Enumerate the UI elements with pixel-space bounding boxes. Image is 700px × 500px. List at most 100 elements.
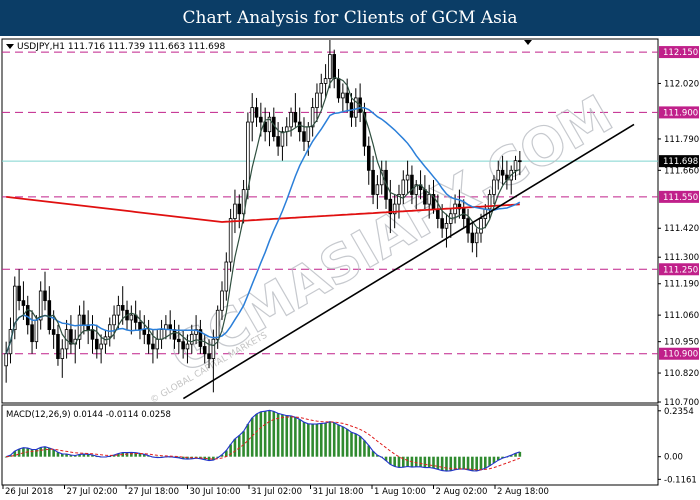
candle-body — [315, 92, 319, 108]
candle — [341, 83, 345, 113]
candle — [444, 213, 449, 248]
macd-histogram-bar — [263, 411, 267, 457]
level-price-tag — [659, 347, 699, 360]
macd-histogram-bar — [112, 455, 116, 457]
candle-body — [345, 92, 349, 104]
candle-body — [69, 329, 73, 345]
macd-histogram-bar — [509, 455, 513, 457]
candle-body — [13, 285, 17, 331]
candle-body — [34, 319, 39, 343]
macd-histogram-bar — [371, 451, 375, 457]
candle-body — [30, 324, 34, 343]
macd-line — [6, 409, 520, 472]
candle — [310, 97, 315, 137]
symbol-header: USDJPY,H1 111.716 111.739 111.663 111.69… — [17, 42, 226, 52]
macd-histogram-bar — [56, 452, 60, 457]
candle — [496, 160, 501, 190]
chart-title-banner: Chart Analysis for Clients of GCM Asia — [0, 0, 700, 36]
macd-histogram-bar — [458, 456, 461, 470]
candle-body — [246, 121, 250, 191]
trend-line[interactable] — [182, 123, 635, 400]
macd-histogram-bar — [134, 452, 137, 457]
candle-body — [181, 341, 185, 350]
macd-histogram-bar — [324, 423, 327, 457]
candle-body — [366, 145, 371, 171]
level-price-label: 112.150 — [663, 48, 698, 58]
macd-histogram-bar — [449, 456, 453, 471]
symbol-dropdown-icon[interactable] — [6, 44, 14, 49]
macd-histogram-bar — [246, 424, 250, 457]
candle-body — [90, 329, 95, 340]
macd-histogram-bar — [466, 456, 470, 470]
candle — [405, 160, 410, 195]
candle — [513, 155, 518, 180]
y-tick-label: 110.950 — [664, 338, 699, 348]
y-tick-label: 110.820 — [664, 369, 699, 379]
macd-histogram-bar — [39, 447, 42, 457]
candle — [4, 341, 8, 383]
candle-body — [189, 334, 194, 345]
macd-histogram-bar — [181, 456, 185, 459]
candle — [427, 184, 431, 219]
macd-histogram-bar — [203, 456, 207, 460]
macd-histogram-bar — [281, 414, 284, 457]
candle — [474, 228, 479, 258]
candle-body — [38, 290, 43, 321]
candle — [492, 175, 496, 205]
chart-shift-marker-icon[interactable] — [524, 40, 532, 45]
macd-histogram-bar — [268, 410, 271, 457]
candle — [21, 281, 26, 320]
candle-body — [414, 184, 419, 195]
x-tick-label: 27 Jul 02:00 — [67, 487, 118, 497]
macd-histogram-bar — [475, 456, 478, 471]
candle-body — [513, 160, 518, 171]
candle — [289, 107, 293, 137]
candle-body — [254, 107, 259, 118]
candle-body — [25, 305, 30, 326]
candle-body — [457, 203, 462, 210]
candle-body — [410, 174, 414, 195]
chart-title: Chart Analysis for Clients of GCM Asia — [182, 8, 518, 28]
macd-histogram-bar — [9, 455, 12, 457]
macd-histogram-bar — [518, 451, 522, 457]
candle-body — [172, 329, 177, 340]
macd-histogram-bar — [307, 423, 310, 457]
macd-histogram-bar — [276, 413, 280, 457]
candle-body — [328, 54, 332, 80]
macd-histogram-bar — [445, 456, 448, 472]
candle-body — [375, 184, 380, 195]
macd-histogram-bar — [471, 456, 474, 471]
macd-histogram-bar — [423, 456, 427, 468]
candle-body — [371, 169, 375, 195]
macd-histogram-bar — [22, 447, 25, 457]
candle-body — [159, 329, 164, 340]
candle-body — [492, 179, 496, 195]
macd-histogram-bar — [345, 429, 349, 457]
macd-histogram-bar — [285, 415, 289, 457]
macd-histogram-bar — [130, 452, 133, 457]
candle-body — [77, 314, 82, 340]
macd-y-tick-label: 0.2354 — [664, 407, 694, 417]
macd-histogram-bar — [501, 456, 504, 459]
macd-histogram-bar — [462, 456, 466, 470]
candle — [30, 310, 34, 354]
macd-histogram-bar — [233, 438, 237, 457]
candle-body — [496, 169, 501, 181]
candle-body — [146, 334, 151, 345]
candle-body — [202, 346, 207, 355]
candle-body — [259, 116, 263, 123]
candle-body — [51, 329, 56, 335]
candle — [17, 269, 21, 311]
candle — [69, 315, 73, 354]
candle-body — [470, 232, 475, 244]
candle — [103, 329, 108, 354]
ma-dark-line — [5, 76, 521, 354]
macd-histogram-bar — [328, 421, 332, 457]
macd-histogram-bar — [237, 435, 241, 457]
candle-body — [276, 136, 280, 147]
candle-body — [138, 321, 142, 330]
candle-body — [198, 329, 203, 347]
y-tick-label: 110.700 — [664, 398, 699, 408]
candle — [95, 324, 99, 359]
candle-body — [151, 343, 155, 350]
